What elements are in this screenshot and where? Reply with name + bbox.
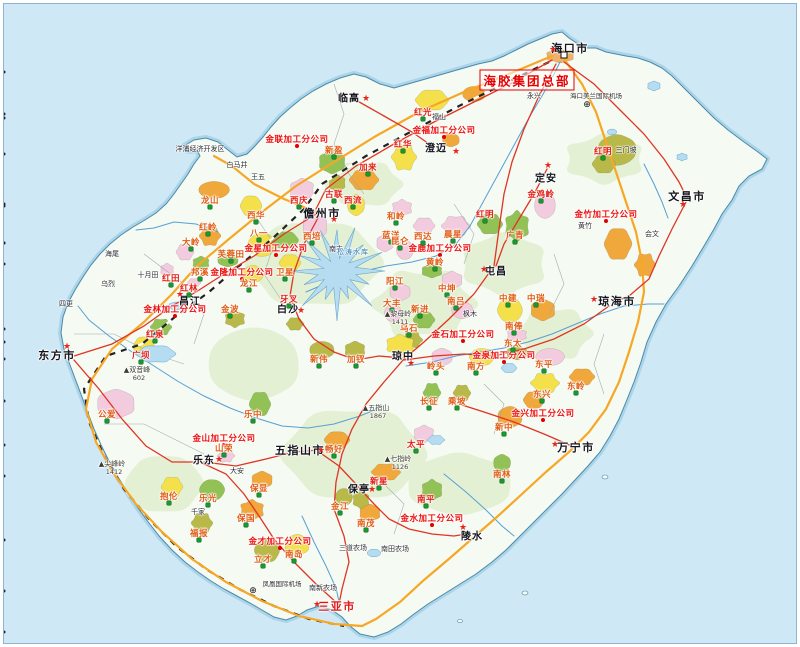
farm-patch [242,264,264,283]
farm-patch [389,282,411,302]
farm-patch [370,463,402,481]
farm-patch [248,392,272,417]
farm-patch [190,513,214,534]
lake [606,128,618,136]
farm-patch [251,470,273,490]
farm-patch [421,478,443,502]
hainan-rubber-map: 海胶集团总部 海口市 ★ 儋州市 ★ 东方市 ★ 文昌市 ★ 琼海市 ★ 万宁市 ★ 五指山市 ★ 三亚市 ★… [3,3,797,644]
farm-patch [386,333,414,357]
farm-patch [285,317,305,331]
farm-patch [247,233,277,257]
county-boundaries [74,83,605,535]
farm-patch [359,503,381,523]
lake [135,345,177,363]
river [405,303,665,367]
farm-patch [347,193,365,216]
farm-patch [216,449,236,463]
farm-patch [384,304,403,322]
vegetation-patch [208,327,299,401]
farm-patch [160,476,184,498]
river [135,221,219,233]
farm-patch [186,278,202,288]
farm-patch [591,154,617,174]
farm-patch [497,406,523,428]
farm-patch [451,301,473,319]
islet [601,474,609,480]
map-canvas [4,4,796,643]
river [443,473,515,537]
farm-patch [376,233,394,253]
road [495,168,548,267]
river [305,61,561,293]
farm-patch [442,132,460,148]
farm-patch [284,534,310,557]
farm-patch [290,177,314,203]
farm-patch [97,389,135,420]
farm-patch [493,453,511,472]
farm-patch [497,297,523,323]
farm-patch [396,240,415,260]
rivers-and-lakes [77,61,688,607]
river [643,163,669,219]
lake [500,363,518,373]
farm-patch [414,89,449,111]
farm-patch [198,181,230,199]
farm-patch [254,537,280,563]
farm-patch [348,169,380,191]
farm-patch [441,270,463,290]
farm-patch [390,143,418,171]
highway [360,57,646,628]
highway [212,154,318,214]
islet [457,619,463,623]
lake [367,549,381,558]
farm-patch [568,368,596,386]
farm-patch [535,348,565,366]
farm-patch [309,341,335,359]
farm-patch [392,198,412,218]
farm-patch [603,228,633,260]
farm-patch [422,382,442,403]
farm-patch [440,216,472,236]
farm-patch [344,340,366,360]
road [73,213,317,357]
road [563,61,687,197]
farm-patch [529,373,560,393]
farm-patch [431,347,453,367]
farm-patch [469,348,496,366]
farm-patches [97,48,657,563]
road [318,451,467,537]
farm-patch [240,498,264,522]
road [613,201,687,303]
river [301,515,341,607]
vegetation-patch [514,309,594,359]
farm-patch [217,252,239,268]
lake [426,435,446,445]
songtao-reservoir [289,227,386,322]
river [77,305,385,429]
lake [647,80,661,92]
road [458,403,575,448]
road [353,98,433,147]
farm-patch [505,210,529,243]
farm-patch [522,391,545,409]
farm-patch [335,488,353,506]
offshore-islets [457,474,609,623]
road [203,449,320,467]
farm-patch [412,217,436,235]
road [333,63,557,610]
farm-patch [534,191,556,219]
farm-patch [452,384,472,402]
road [289,215,403,361]
farm-patch [239,195,263,217]
islet [521,590,529,596]
farm-patch [199,479,225,501]
road [403,305,610,361]
highway [84,54,554,628]
farm-patch [328,173,346,193]
lake [676,152,688,162]
